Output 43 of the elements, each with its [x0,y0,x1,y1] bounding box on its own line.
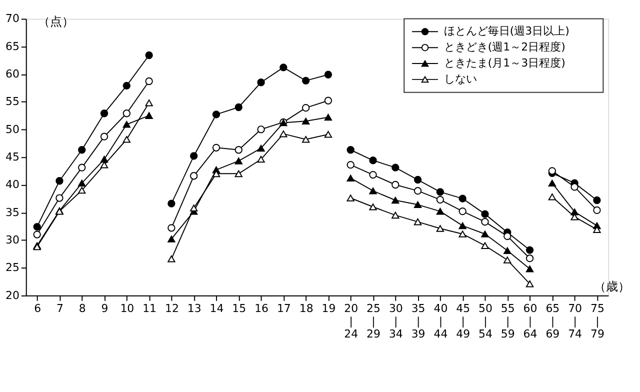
x-tick-label: 17 [276,302,291,315]
x-tick-label: 40 | 44 [434,302,448,341]
x-tick-label: 18 [299,302,314,315]
x-tick-label: 11 [142,302,157,315]
x-tick-label: 8 [78,302,86,315]
x-tick-label: 13 [187,302,202,315]
legend-label: しない [444,72,477,86]
x-tick-label: 10 [120,302,134,315]
x-tick-label: 6 [34,302,42,315]
x-tick-label: 50 | 54 [478,302,492,341]
y-tick-label: 40 [5,178,20,192]
x-tick-label: 12 [164,302,179,315]
x-tick-label: 25 | 29 [366,302,380,341]
legend-label: ときどき(週1～2日程度) [444,40,566,54]
legend-label: ほとんど毎日(週3日以上) [444,24,570,38]
x-tick-label: 7 [56,302,64,315]
x-tick-label: 9 [101,302,108,315]
x-tick-label: 16 [254,302,269,315]
x-tick-label: 60 | 64 [523,302,538,341]
x-tick-label: 70 | 74 [568,302,582,341]
x-tick-label: 55 | 59 [500,302,515,341]
y-tick-label: 25 [5,261,20,274]
y-tick-label: 35 [5,206,20,219]
x-tick-label: 35 | 39 [411,302,426,341]
y-tick-label: 50 [5,122,20,136]
y-tick-label: 65 [5,40,20,53]
x-tick-label: 75 | 79 [590,302,604,341]
y-tick-label: 60 [5,68,20,81]
y-tick-label: 20 [5,288,20,302]
y-axis-title: （点） [38,14,74,29]
x-tick-label: 15 [232,302,246,315]
legend-label: ときたま(月1～3日程度) [444,56,566,70]
y-tick-label: 30 [5,234,20,247]
x-tick-label: 19 [322,302,336,315]
x-tick-label: 65 | 69 [546,302,560,341]
x-tick-label: 30 | 34 [388,302,403,341]
y-tick-label: 70 [5,12,20,26]
y-tick-label: 45 [5,150,20,164]
x-tick-label: 45 | 49 [456,302,470,341]
y-tick-label: 55 [5,95,20,108]
x-tick-label: 20 | 24 [344,302,358,341]
x-axis-title: （歳） [594,279,630,294]
x-tick-label: 14 [210,302,224,315]
